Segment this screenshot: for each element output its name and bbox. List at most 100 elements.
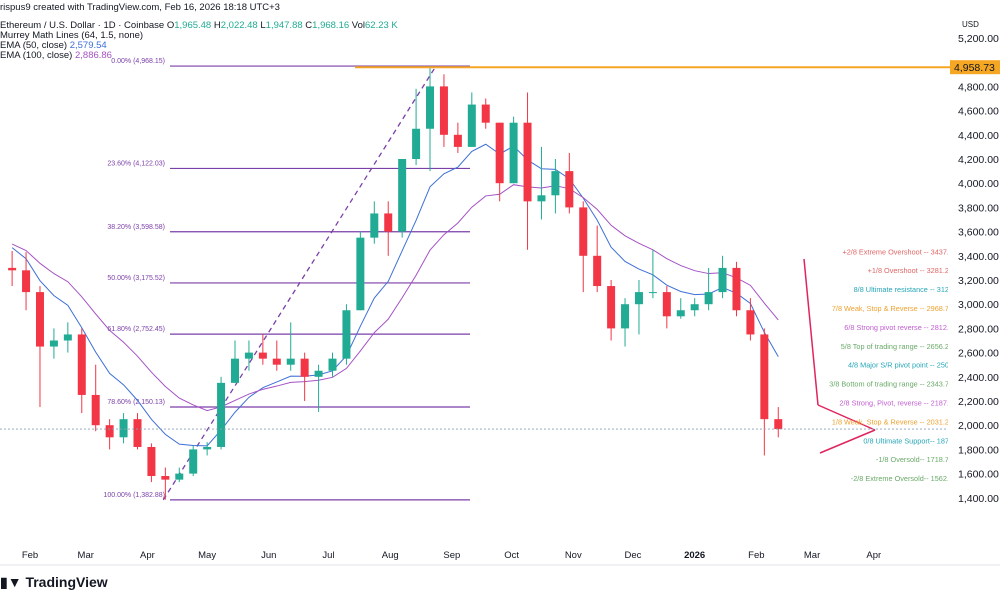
fib-level-label: 50.00% (3,175.52) (107, 275, 165, 282)
trend-line-down (803, 258, 819, 406)
murrey-level-label: 3/8 Bottom of trading range -- 2343.75 (829, 380, 953, 389)
x-tick-label: 2026 (684, 550, 705, 561)
y-tick-label: 4,800.00 (958, 81, 999, 93)
candle-body (231, 358, 239, 383)
x-tick-label: Mar (804, 550, 820, 561)
x-tick-label: May (198, 550, 216, 561)
candle-body (328, 358, 337, 371)
candle-body (8, 267, 17, 271)
candle-body (426, 86, 435, 129)
y-tick-label: 4,400.00 (958, 130, 999, 142)
candle-body (384, 213, 393, 232)
y-tick-label: 1,600.00 (958, 469, 999, 481)
ema100-line (11, 184, 779, 412)
candle-body (412, 128, 421, 159)
candle-body (467, 104, 476, 147)
candle-body (91, 394, 100, 426)
murrey-level-label: 5/8 Top of trading range -- 2656.25 (841, 342, 953, 351)
candle-body (537, 195, 546, 202)
candle-body (133, 419, 142, 447)
triangle-upper-line (817, 404, 876, 431)
y-tick-label: 2,200.00 (958, 396, 999, 408)
candle-body (453, 134, 462, 147)
candle-body (718, 267, 727, 293)
candle-body (495, 122, 504, 184)
volume-value: 62.23 K (365, 20, 398, 31)
candle-body (258, 352, 267, 359)
candle-body (203, 446, 212, 450)
candle-body (342, 310, 351, 359)
candle-body (22, 270, 31, 293)
y-tick-label: 3,000.00 (958, 299, 999, 311)
murrey-level-label: +2/8 Extreme Overshoot -- 3437.5 (842, 247, 953, 256)
candle-body (49, 340, 58, 347)
candle-body (607, 286, 616, 329)
candle-body (63, 334, 72, 341)
x-tick-label: Sep (443, 550, 460, 561)
high-value: 2,022.48 (220, 20, 258, 31)
candle-body (217, 382, 226, 447)
open-value: 1,965.48 (174, 20, 212, 31)
y-tick-label: 3,400.00 (958, 251, 999, 263)
x-tick-label: Mar (78, 550, 94, 561)
y-tick-label: 1,400.00 (958, 493, 999, 505)
candle-body (634, 292, 643, 305)
candle-body (398, 159, 407, 232)
candle-body (774, 419, 783, 430)
candle-body (439, 86, 448, 135)
ema50-legend[interactable]: EMA (50, close) 2,579.54 (0, 40, 107, 51)
x-tick-label: Jul (322, 550, 334, 561)
candle-body (175, 473, 184, 480)
ema100-legend[interactable]: EMA (100, close) 2,886.86 (0, 50, 112, 61)
candle-body (690, 304, 699, 311)
x-tick-label: Feb (22, 550, 38, 561)
murrey-level-label: +1/8 Overshoot -- 3281.25 (868, 266, 953, 275)
tv-logo-icon: ▮▼ (0, 574, 22, 590)
ema50-line (11, 143, 779, 447)
candle-body (119, 419, 128, 438)
currency-label: USD (962, 20, 979, 29)
x-tick-label: Jun (261, 550, 276, 561)
y-tick-label: 2,400.00 (958, 372, 999, 384)
symbol-name[interactable]: Ethereum / U.S. Dollar · 1D · Coinbase (0, 20, 165, 31)
y-tick-label: 1,800.00 (958, 444, 999, 456)
price-marker-box (950, 60, 1000, 75)
candle-body (662, 292, 671, 317)
candle-body (77, 334, 86, 395)
candle-body (760, 334, 769, 420)
x-tick-label: Nov (565, 550, 582, 561)
y-tick-label: 4,600.00 (958, 106, 999, 118)
y-tick-label: 4,200.00 (958, 154, 999, 166)
tradingview-logo[interactable]: ▮▼ TradingView (0, 574, 108, 590)
y-tick-label: 2,600.00 (958, 348, 999, 360)
x-tick-label: Feb (748, 550, 764, 561)
fib-level-label: 38.20% (3,598.58) (107, 224, 165, 231)
y-tick-label: 3,600.00 (958, 227, 999, 239)
plot-area: 0.00% (4,968.15) 23.60% (4,122.03) 38.20% … (8, 58, 953, 501)
candle-body (565, 171, 574, 208)
close-value: 1,968.16 (312, 20, 350, 31)
candle-body (105, 425, 114, 438)
candle-body (356, 237, 365, 311)
y-tick-label: 2,800.00 (958, 323, 999, 335)
candle-body (509, 122, 518, 184)
murrey-legend[interactable]: Murrey Math Lines (64, 1.5, none) (0, 30, 144, 41)
x-tick-label: Apr (140, 550, 155, 561)
x-tick-label: Aug (382, 550, 399, 561)
candle-body (300, 358, 309, 377)
candle-body (370, 213, 379, 238)
candle-body (648, 292, 657, 294)
fib-level-label: 78.60% (2,150.13) (107, 399, 165, 406)
candle-body (272, 358, 281, 365)
murrey-level-label: 1/8 Weak, Stop & Reverse -- 2031.25 (832, 417, 953, 426)
fib-level-label: 61.80% (2,752.45) (107, 326, 165, 333)
candle-body (704, 292, 713, 305)
candle-body (189, 449, 198, 474)
y-tick-label: 3,200.00 (958, 275, 999, 287)
price-marker-label: 4,958.73 (954, 62, 995, 74)
candle-body (676, 310, 685, 317)
candle-body (551, 171, 560, 196)
y-tick-label: 5,200.00 (958, 33, 999, 45)
